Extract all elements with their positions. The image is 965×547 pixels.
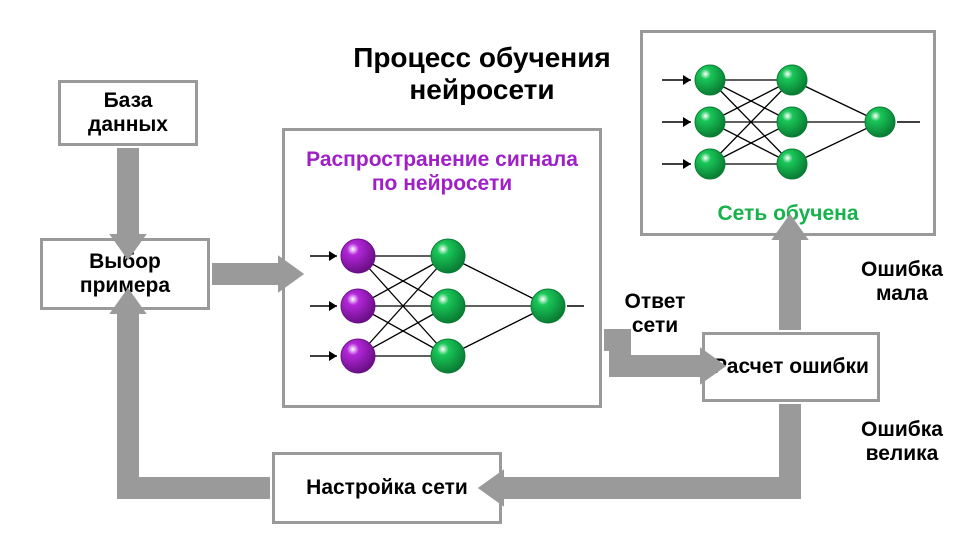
label-error-small: Ошибка мала [852, 258, 952, 306]
nn-propagation [300, 216, 584, 386]
diagram-canvas: Процесс обучения нейросети База данных В… [0, 0, 965, 547]
label-error-big: Ошибка велика [852, 418, 952, 466]
box-database: База данных [58, 80, 198, 146]
label-answer: Ответ сети [610, 290, 700, 338]
box-database-label: База данных [61, 89, 195, 137]
trained-title: Сеть обучена [680, 202, 896, 226]
box-sample: Выбор примера [40, 238, 210, 310]
nn-trained [656, 46, 920, 196]
box-tune-label: Настройка сети [306, 476, 468, 500]
propagation-title: Распространение сигнала по нейросети [302, 148, 582, 196]
box-sample-label: Выбор примера [43, 250, 207, 298]
box-error-label: Расчет ошибки [713, 355, 869, 379]
box-error: Расчет ошибки [702, 332, 880, 402]
box-tune: Настройка сети [272, 452, 502, 524]
main-title: Процесс обучения нейросети [302, 42, 662, 106]
